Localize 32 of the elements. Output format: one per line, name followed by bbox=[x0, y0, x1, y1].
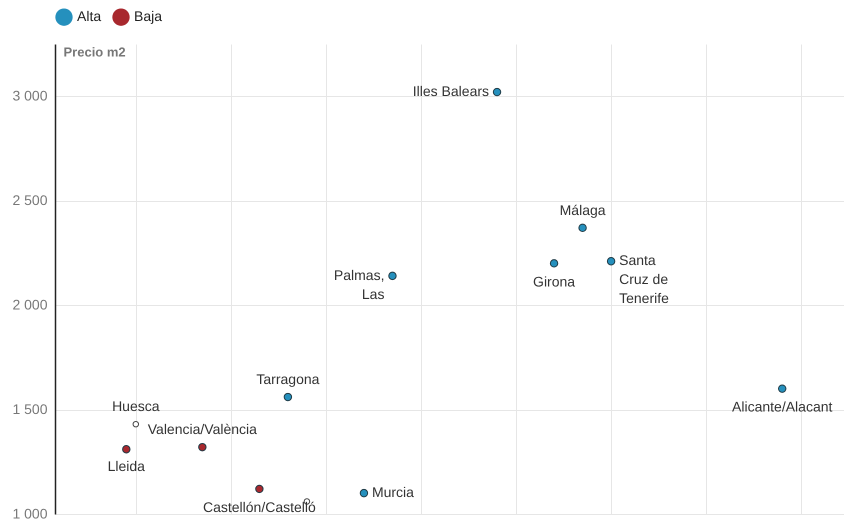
data-label: Murcia bbox=[372, 484, 414, 500]
point bbox=[578, 224, 587, 232]
point bbox=[284, 392, 292, 402]
y-axis-title: Precio m2 bbox=[64, 44, 126, 60]
point bbox=[198, 442, 207, 452]
y-tick-label: 1 000 bbox=[12, 506, 48, 522]
data-label: Illes Balears bbox=[412, 83, 490, 100]
data-label: Castellón/Castelló bbox=[202, 498, 316, 515]
data-label: Huesca bbox=[112, 398, 160, 414]
legend-label: Baja bbox=[134, 8, 162, 24]
data-label: Valencia/València bbox=[148, 421, 258, 438]
point bbox=[550, 259, 558, 268]
point bbox=[132, 420, 140, 428]
data-label: Alicante/Alacant bbox=[732, 398, 833, 415]
point bbox=[122, 445, 131, 454]
data-label: Palmas, Las bbox=[334, 266, 384, 302]
data-label: Girona bbox=[533, 273, 576, 290]
data-label: Tarragona bbox=[256, 371, 320, 388]
data-label: Málaga bbox=[560, 202, 606, 218]
point bbox=[255, 484, 264, 494]
y-tick-label: 3 000 bbox=[12, 88, 48, 104]
y-tick-label: 2 000 bbox=[12, 296, 48, 313]
y-tick-label: 2 500 bbox=[12, 192, 48, 208]
point bbox=[606, 257, 616, 266]
point bbox=[360, 488, 368, 498]
data-label: Lleida bbox=[108, 458, 146, 474]
point bbox=[778, 384, 786, 393]
y-tick-label: 1 500 bbox=[12, 401, 48, 418]
legend-label: Alta bbox=[77, 8, 102, 24]
data-label: Santa Cruz de Tenerife bbox=[619, 252, 670, 306]
point bbox=[388, 272, 397, 280]
point bbox=[492, 88, 502, 96]
